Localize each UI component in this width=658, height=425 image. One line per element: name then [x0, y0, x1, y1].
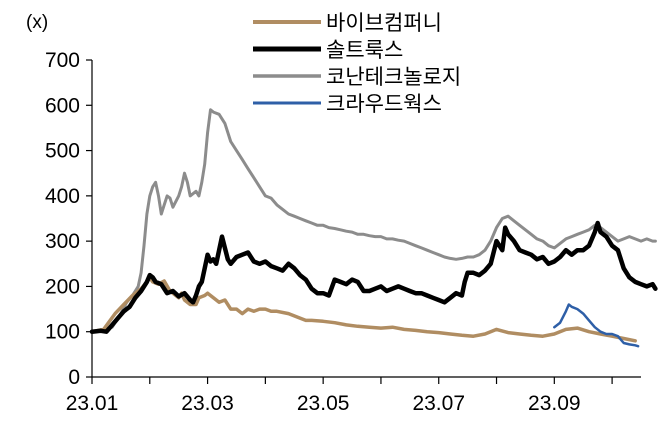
- x-tick-label: 23.07: [412, 392, 465, 415]
- y-tick-label: 700: [45, 49, 80, 72]
- series-line-0: [90, 275, 637, 343]
- y-tick-label: 500: [45, 140, 80, 163]
- y-tick-label: 300: [45, 230, 80, 253]
- series-layer: [89, 108, 658, 348]
- series-line-2: [90, 108, 657, 334]
- legend-label: 크라우드웍스: [326, 92, 442, 116]
- y-axis: 0 100 200 300 400 500 600 700: [45, 49, 93, 389]
- y-tick-label: 400: [45, 185, 80, 208]
- y-tick-label: 600: [45, 94, 80, 117]
- legend-label: 솔트룩스: [326, 38, 403, 62]
- series-line-1: [89, 220, 658, 334]
- y-unit-label: (x): [26, 12, 48, 33]
- series-line-3: [553, 303, 640, 348]
- y-tick-label: 200: [45, 275, 80, 298]
- x-axis: 23.01 23.03 23.05 23.07 23.09: [66, 376, 641, 415]
- legend-label: 코난테크놀로지: [326, 65, 461, 89]
- y-tick-label: 0: [68, 366, 80, 389]
- y-tick-label: 100: [45, 321, 80, 344]
- x-tick-label: 23.01: [66, 392, 119, 415]
- x-tick-label: 23.09: [528, 392, 581, 415]
- x-tick-label: 23.03: [181, 392, 234, 415]
- legend-label: 바이브컴퍼니: [326, 11, 442, 35]
- x-tick-label: 23.05: [297, 392, 350, 415]
